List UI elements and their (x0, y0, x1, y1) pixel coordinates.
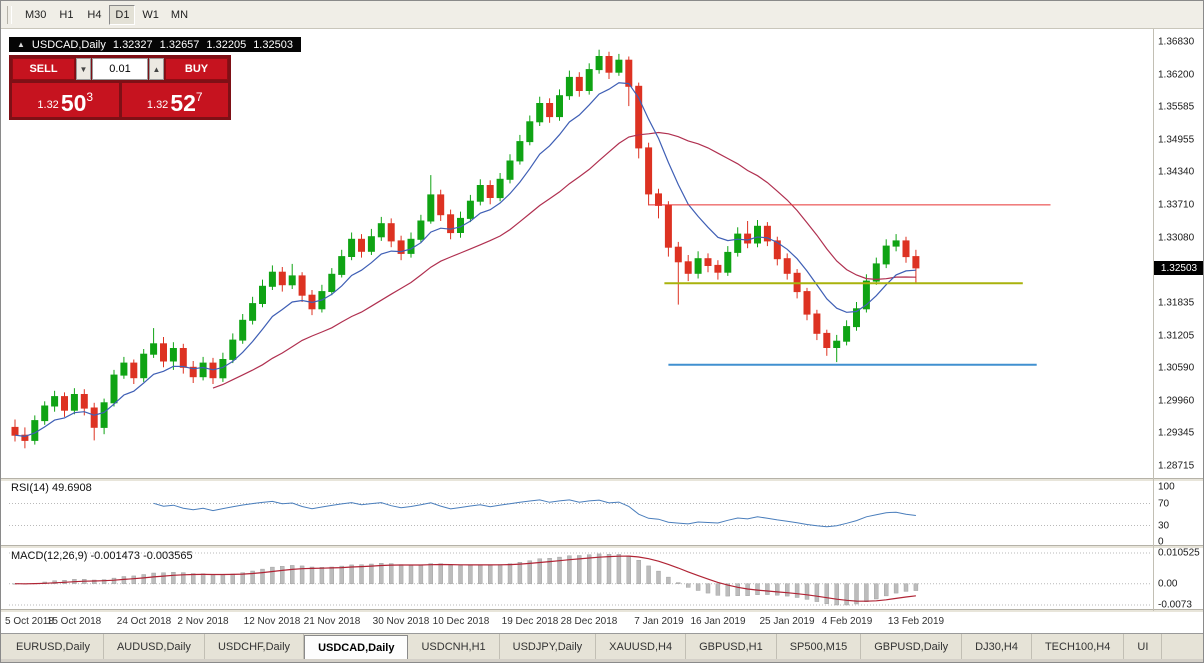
timeframe-button-h4[interactable]: H4 (81, 4, 108, 25)
current-price-tag: 1.32503 (1154, 261, 1203, 275)
macd-tick: -0.0073 (1158, 599, 1192, 611)
date-tick: 12 Nov 2018 (243, 616, 301, 627)
date-tick: 13 Feb 2019 (887, 616, 945, 627)
chart-up-icon: ▲ (17, 40, 25, 49)
price-tick: 1.36200 (1158, 69, 1195, 81)
volume-up-icon[interactable]: ▲ (149, 58, 164, 80)
bid-prefix: 1.32 (37, 99, 59, 111)
date-tick: 2 Nov 2018 (177, 616, 229, 627)
date-tick: 30 Nov 2018 (372, 616, 430, 627)
candles-group (11, 49, 920, 449)
price-tick: 1.30590 (1158, 362, 1195, 374)
ask-quote-button[interactable]: 1.32 52 7 (121, 83, 228, 117)
rsi-tick: 70 (1158, 498, 1170, 510)
chart-tab-sp500-m15[interactable]: SP500,M15 (777, 634, 862, 659)
price-tick: 1.33710 (1158, 199, 1195, 211)
ma-fast-line (14, 82, 916, 438)
ask-prefix: 1.32 (146, 99, 169, 111)
timeframe-button-d1[interactable]: D1 (109, 4, 136, 25)
bid-big-digits: 50 (60, 90, 87, 116)
ohlc-close: 1.32503 (253, 38, 293, 51)
chart-tab-eurusd-daily[interactable]: EURUSD,Daily (3, 634, 104, 659)
macd-tick: 0.010525 (1158, 547, 1200, 559)
date-tick: 7 Jan 2019 (634, 616, 684, 627)
date-tick: 4 Feb 2019 (821, 616, 873, 627)
volume-input[interactable]: 0.01 (92, 58, 148, 80)
ohlc-low: 1.32205 (206, 38, 247, 51)
trade-quotes-row: 1.32 50 3 1.32 52 7 (12, 83, 228, 117)
rsi-tick: 30 (1158, 520, 1170, 532)
splitter-rsi-macd[interactable] (1, 545, 1203, 548)
price-tick: 1.35585 (1158, 101, 1195, 113)
chart-ohlc-bar: ▲ USDCAD,Daily 1.32327 1.32657 1.32205 1… (9, 37, 301, 52)
timeframe-button-w1[interactable]: W1 (137, 4, 164, 25)
splitter-macd-dates (1, 609, 1203, 612)
price-tick: 1.31835 (1158, 297, 1195, 309)
macd-histogram (12, 553, 919, 606)
chart-tab-usdcad-daily[interactable]: USDCAD,Daily (304, 635, 409, 659)
timeframe-button-m30[interactable]: M30 (20, 4, 52, 25)
ask-pip-digit: 7 (195, 90, 203, 104)
macd-signal-line (14, 555, 916, 602)
one-click-trading-panel: SELL ▼ 0.01 ▲ BUY 1.32 50 3 1.32 52 7 (9, 55, 231, 120)
price-tick: 1.28715 (1158, 460, 1195, 472)
date-tick: 24 Oct 2018 (116, 616, 172, 627)
sell-button[interactable]: SELL (12, 58, 75, 80)
volume-down-icon[interactable]: ▼ (76, 58, 91, 80)
chart-tab-gbpusd-h1[interactable]: GBPUSD,H1 (686, 634, 777, 659)
chart-symbol-label: USDCAD,Daily (31, 38, 106, 51)
timeframe-button-h1[interactable]: H1 (53, 4, 80, 25)
timeframe-button-mn[interactable]: MN (165, 4, 194, 25)
timeframe-buttons: M30 H1 H4 D1 W1 MN (20, 4, 194, 25)
chart-tab-bar: EURUSD,Daily AUDUSD,Daily USDCHF,Daily USDC… (1, 633, 1203, 659)
rsi-tick: 0 (1158, 536, 1164, 548)
toolbar-grip[interactable] (7, 5, 12, 24)
buy-button[interactable]: BUY (165, 58, 228, 80)
rsi-tick: 100 (1158, 481, 1175, 493)
ma-slow-line (212, 131, 916, 389)
chart-tab-ui[interactable]: UI (1124, 634, 1163, 659)
chart-tab-audusd-daily[interactable]: AUDUSD,Daily (104, 634, 205, 659)
date-tick: 5 Oct 2018 (5, 616, 54, 627)
price-tick: 1.34340 (1158, 166, 1195, 178)
ohlc-high: 1.32657 (159, 38, 200, 51)
chart-tab-usdcnh-h1[interactable]: USDCNH,H1 (408, 634, 500, 659)
rsi-line (153, 499, 916, 528)
date-tick: 16 Jan 2019 (690, 616, 746, 627)
chart-tab-usdchf-daily[interactable]: USDCHF,Daily (205, 634, 305, 659)
date-tick: 28 Dec 2018 (560, 616, 618, 627)
timeframe-toolbar: M30 H1 H4 D1 W1 MN (1, 1, 1203, 29)
ohlc-open: 1.32327 (112, 38, 153, 51)
price-tick: 1.33080 (1158, 232, 1195, 244)
trade-controls-row: SELL ▼ 0.01 ▲ BUY (12, 58, 228, 80)
price-tick: 1.34955 (1158, 134, 1195, 146)
price-tick: 1.29960 (1158, 395, 1195, 407)
date-tick: 19 Dec 2018 (501, 616, 559, 627)
macd-label: MACD(12,26,9) -0.001473 -0.003565 (11, 550, 193, 562)
price-tick: 1.36830 (1158, 36, 1195, 48)
chart-tab-gbpusd-daily[interactable]: GBPUSD,Daily (861, 634, 963, 659)
chart-tab-dj30-h4[interactable]: DJ30,H4 (962, 634, 1032, 659)
date-tick: 15 Oct 2018 (46, 616, 102, 627)
splitter-main-rsi[interactable] (1, 478, 1203, 481)
price-tick: 1.29345 (1158, 427, 1195, 439)
date-tick: 10 Dec 2018 (432, 616, 490, 627)
bid-pip-digit: 3 (86, 90, 94, 104)
ask-big-digits: 52 (170, 90, 196, 116)
chart-tab-usdjpy-daily[interactable]: USDJPY,Daily (500, 634, 597, 659)
bid-quote-button[interactable]: 1.32 50 3 (12, 83, 119, 117)
chart-tab-xauusd-h4[interactable]: XAUUSD,H4 (596, 634, 687, 659)
date-tick: 21 Nov 2018 (303, 616, 361, 627)
chart-tab-tech100-h4[interactable]: TECH100,H4 (1032, 634, 1125, 659)
rsi-label: RSI(14) 49.6908 (11, 482, 92, 494)
price-tick: 1.31205 (1158, 330, 1195, 342)
date-tick: 25 Jan 2019 (759, 616, 815, 627)
macd-tick: 0.00 (1158, 578, 1178, 590)
bottom-strip (1, 659, 1203, 662)
price-axis-divider (1153, 29, 1154, 611)
chart-background (1, 29, 1203, 633)
